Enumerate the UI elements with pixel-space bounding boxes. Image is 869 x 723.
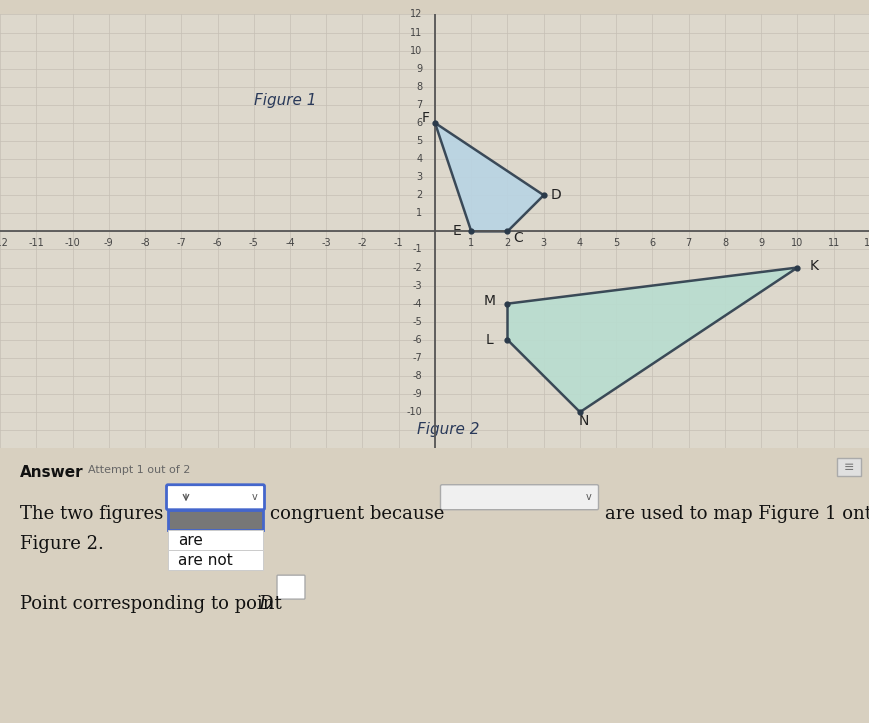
Text: :: :: [267, 595, 273, 613]
Polygon shape: [434, 123, 543, 231]
Text: 1: 1: [468, 238, 474, 248]
Text: 9: 9: [415, 64, 421, 74]
Text: 5: 5: [415, 136, 421, 146]
Text: -10: -10: [406, 407, 421, 417]
Text: v: v: [252, 492, 257, 502]
Text: M: M: [483, 294, 494, 308]
FancyBboxPatch shape: [166, 484, 264, 510]
Text: -1: -1: [412, 244, 421, 254]
Text: ≡: ≡: [843, 461, 853, 474]
FancyBboxPatch shape: [440, 484, 598, 510]
Text: The two figures: The two figures: [20, 505, 163, 523]
Text: 3: 3: [415, 172, 421, 182]
Text: v: v: [586, 492, 591, 502]
Text: 11: 11: [826, 238, 839, 248]
FancyBboxPatch shape: [276, 575, 305, 599]
Text: -4: -4: [412, 299, 421, 309]
Text: E: E: [452, 224, 461, 239]
Text: D: D: [258, 595, 272, 613]
Text: 7: 7: [415, 100, 421, 110]
Bar: [168, 530, 262, 550]
Text: -7: -7: [412, 353, 421, 363]
Text: -2: -2: [412, 262, 421, 273]
Text: 7: 7: [685, 238, 691, 248]
Text: 4: 4: [415, 154, 421, 164]
Text: are used to map Figure 1 onto: are used to map Figure 1 onto: [604, 505, 869, 523]
Text: Figure 1: Figure 1: [254, 93, 316, 108]
Text: 9: 9: [757, 238, 764, 248]
FancyBboxPatch shape: [836, 458, 860, 476]
Text: -6: -6: [212, 238, 222, 248]
Bar: [168, 550, 262, 570]
Text: -5: -5: [249, 238, 258, 248]
Text: are not: are not: [178, 552, 233, 568]
Text: L: L: [485, 333, 493, 347]
Text: -4: -4: [285, 238, 295, 248]
Text: -5: -5: [412, 317, 421, 327]
Text: -8: -8: [140, 238, 149, 248]
Text: 11: 11: [409, 27, 421, 38]
Text: -9: -9: [103, 238, 114, 248]
Text: 5: 5: [613, 238, 619, 248]
Text: 6: 6: [415, 118, 421, 128]
Text: 8: 8: [415, 82, 421, 92]
Text: -3: -3: [321, 238, 331, 248]
Text: -3: -3: [412, 281, 421, 291]
Text: -10: -10: [64, 238, 80, 248]
Text: 12: 12: [863, 238, 869, 248]
Text: Point corresponding to point: Point corresponding to point: [20, 595, 287, 613]
Text: 10: 10: [791, 238, 803, 248]
Text: Figure 2.: Figure 2.: [20, 535, 103, 553]
Text: -9: -9: [412, 389, 421, 399]
Text: N: N: [578, 414, 588, 428]
Text: 12: 12: [409, 9, 421, 20]
Text: -2: -2: [357, 238, 367, 248]
Text: 2: 2: [415, 190, 421, 200]
Text: 8: 8: [721, 238, 727, 248]
Text: -12: -12: [0, 238, 8, 248]
Text: -1: -1: [394, 238, 403, 248]
Text: 4: 4: [576, 238, 582, 248]
Text: congruent because: congruent because: [269, 505, 444, 523]
Text: C: C: [513, 231, 522, 244]
Text: Answer: Answer: [20, 465, 83, 480]
Text: 3: 3: [540, 238, 547, 248]
Text: 1: 1: [415, 208, 421, 218]
Text: F: F: [421, 111, 429, 125]
Text: -11: -11: [29, 238, 44, 248]
Text: 10: 10: [409, 46, 421, 56]
Text: Figure 2: Figure 2: [416, 422, 479, 437]
Text: 2: 2: [504, 238, 510, 248]
Text: -7: -7: [176, 238, 186, 248]
Text: Attempt 1 out of 2: Attempt 1 out of 2: [88, 465, 190, 475]
Text: 6: 6: [648, 238, 655, 248]
Bar: [168, 510, 262, 530]
Text: -6: -6: [412, 335, 421, 345]
Text: K: K: [808, 259, 818, 273]
Text: D: D: [550, 188, 561, 202]
Text: -8: -8: [412, 371, 421, 381]
Text: are: are: [178, 533, 202, 548]
Polygon shape: [507, 268, 797, 412]
